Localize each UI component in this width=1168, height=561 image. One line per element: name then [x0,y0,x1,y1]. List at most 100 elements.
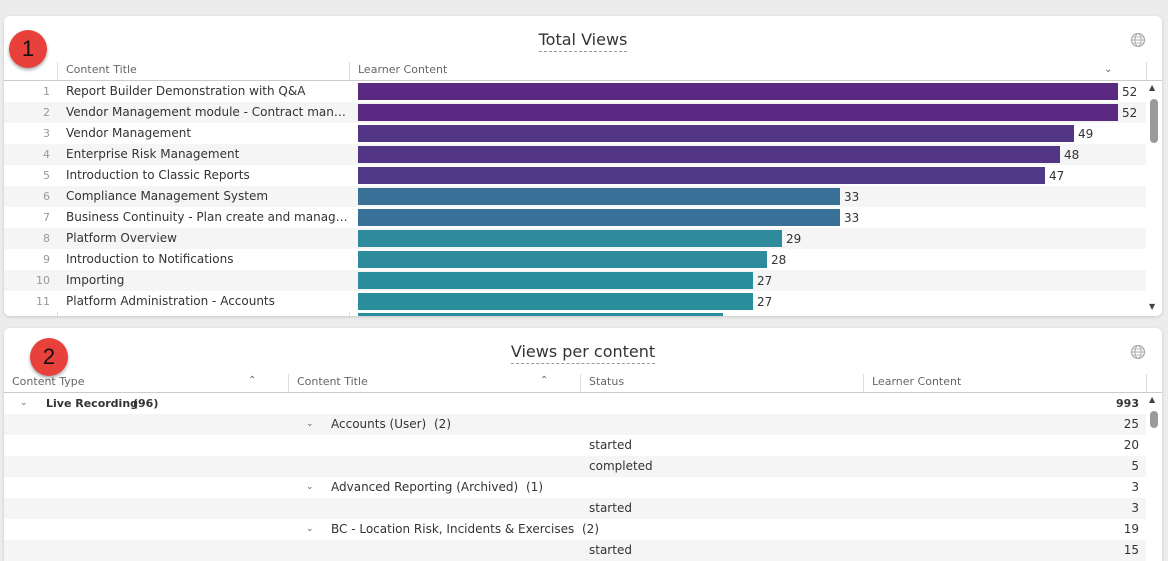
table-row[interactable]: ⌄ Accounts (User) (2) 25 [4,414,1146,435]
bar[interactable] [358,146,1060,163]
bar[interactable] [358,230,782,247]
table-row[interactable]: 7 Business Continuity - Plan create and m… [4,207,1146,228]
collapse-chevron-icon[interactable]: ⌄ [20,398,28,408]
content-title: Advanced Reporting (Archived) [331,480,519,494]
vertical-scrollbar[interactable]: ▲ ▼ [1148,82,1160,314]
bar-value-label: 33 [844,190,860,204]
bar[interactable] [358,313,723,316]
scrollbar-thumb[interactable] [1150,411,1158,428]
header-divider [4,392,1162,393]
header-divider [4,80,1162,81]
column-divider [1146,374,1147,392]
collapse-chevron-icon[interactable]: ⌄ [306,482,314,492]
content-type-count: (96) [133,397,159,410]
table-row[interactable]: completed 5 [4,456,1146,477]
table-row[interactable]: 11 Platform Administration - Accounts 27 [4,291,1146,312]
row-number: 2 [43,106,50,119]
content-title: Enterprise Risk Management [66,147,240,161]
collapse-chevron-icon[interactable]: ⌄ [306,524,314,534]
table-row[interactable]: ⌄ BC - Location Risk, Incidents & Exercis… [4,519,1146,540]
scrollbar-thumb[interactable] [1150,99,1158,143]
content-title: Introduction to Classic Reports [66,168,250,182]
table-row[interactable]: ⌄ Advanced Reporting (Archived) (1) 3 [4,477,1146,498]
bar[interactable] [358,209,840,226]
content-title-count: (2) [434,417,451,431]
content-title: Platform Administration - Accounts [66,294,275,308]
table-row[interactable]: 6 Compliance Management System 33 [4,186,1146,207]
scroll-up-icon[interactable]: ▲ [1149,395,1156,404]
bar-value-label: 33 [844,211,860,225]
header-status[interactable]: Status [589,375,625,388]
header-content-title[interactable]: Content Title [297,375,368,388]
row-number: 3 [43,127,50,140]
row-number: 11 [36,295,50,308]
table-row[interactable]: 8 Platform Overview 29 [4,228,1146,249]
bar[interactable] [358,293,753,310]
sort-up-icon[interactable]: ⌃ [248,375,257,386]
learner-content-value: 993 [1116,397,1139,410]
scroll-up-icon[interactable]: ▲ [1149,83,1156,92]
header-learner-content[interactable]: Learner Content [358,63,448,76]
vertical-scrollbar[interactable]: ▲ [1148,394,1160,561]
table-row[interactable]: 10 Importing 27 [4,270,1146,291]
status-label: started [589,543,632,557]
table-row[interactable]: 5 Introduction to Classic Reports 47 [4,165,1146,186]
table-row[interactable]: 4 Enterprise Risk Management 48 [4,144,1146,165]
annotation-badge-1: 1 [9,30,47,68]
bar[interactable] [358,83,1118,100]
globe-icon[interactable] [1130,344,1146,360]
header-content-type[interactable]: Content Type [12,375,85,388]
table-row[interactable]: started 15 [4,540,1146,561]
bar-value-label: 48 [1064,148,1080,162]
row-number: 7 [43,211,50,224]
status-label: started [589,438,632,452]
header-content-title[interactable]: Content Title [66,63,137,76]
views-per-content-title: Views per content [4,342,1162,364]
learner-content-value: 3 [1131,501,1139,515]
content-title: Introduction to Notifications [66,252,234,266]
globe-icon[interactable] [1130,32,1146,48]
learner-content-value: 19 [1123,522,1139,536]
content-title: Platform Overview [66,231,177,245]
row-number: 1 [43,85,50,98]
collapse-chevron-icon[interactable]: ⌄ [306,419,314,429]
content-title: BC - Location Risk, Incidents & Exercise… [331,522,575,536]
sort-up-icon[interactable]: ⌃ [540,375,549,386]
scroll-down-icon[interactable]: ▼ [1149,302,1156,311]
row-number: 10 [36,274,50,287]
bar[interactable] [358,125,1074,142]
content-type-label: Live Recording [46,397,139,410]
table-row[interactable]: started 20 [4,435,1146,456]
views-per-content-panel: Views per content Content Type ⌃ Content… [4,328,1162,561]
table-row[interactable]: 2 Vendor Management module - Contract man… [4,102,1146,123]
bar-value-label: 52 [1122,106,1138,120]
learner-content-value: 3 [1131,480,1139,494]
bar[interactable] [358,272,753,289]
bar[interactable] [358,251,767,268]
table-row[interactable]: ⌄ Live Recording (96) 993 [4,393,1146,414]
table-row[interactable]: 3 Vendor Management 49 [4,123,1146,144]
content-title: Importing [66,273,125,287]
learner-content-value: 25 [1123,417,1139,431]
table-row[interactable]: 9 Introduction to Notifications 28 [4,249,1146,270]
header-learner-content[interactable]: Learner Content [872,375,962,388]
content-title: Compliance Management System [66,189,269,203]
bar[interactable] [358,167,1045,184]
row-number: 4 [43,148,50,161]
chevron-down-icon[interactable]: ⌄ [1104,64,1113,75]
table-row[interactable]: started 3 [4,498,1146,519]
content-title: Report Builder Demonstration with Q&A [66,84,306,98]
status-label: started [589,501,632,515]
bar-value-label: 27 [757,274,773,288]
total-views-panel: Total Views Content Title Learner Conten… [4,16,1162,316]
bar[interactable] [358,188,840,205]
column-divider [1146,62,1147,80]
content-title-count: (2) [582,522,599,536]
bar[interactable] [358,104,1118,121]
bar-value-label: 27 [757,295,773,309]
learner-content-value: 15 [1123,543,1139,557]
content-title-count: (1) [526,480,543,494]
content-title: Business Continuity - Plan create and ma… [66,210,348,224]
bar-value-label: 52 [1122,85,1138,99]
table-row[interactable]: 1 Report Builder Demonstration with Q&A 52 [4,81,1146,102]
